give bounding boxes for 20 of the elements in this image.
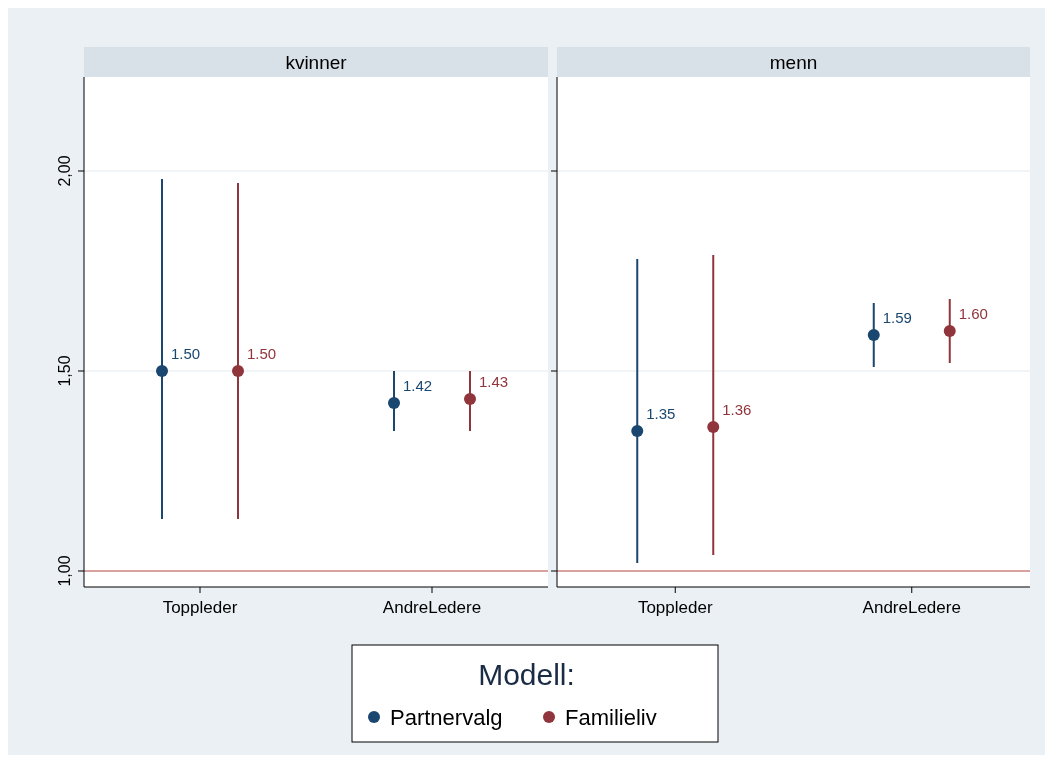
y-tick-label: 1,00	[56, 555, 73, 587]
y-tick-label: 2,00	[56, 155, 73, 187]
data-label: 1.50	[247, 345, 277, 362]
x-tick-label: AndreLedere	[862, 598, 961, 617]
chart-title: kvinner	[285, 52, 348, 73]
data-label: 1.50	[171, 345, 201, 362]
data-label: 1.42	[403, 377, 433, 394]
data-label: 1.59	[882, 309, 912, 326]
x-tick-label: Toppleder	[637, 598, 713, 617]
legend-label: Familieliv	[565, 705, 657, 730]
x-tick-label: Toppleder	[162, 598, 238, 617]
data-label: 1.36	[722, 401, 752, 418]
x-tick-label: AndreLedere	[382, 598, 482, 617]
y-tick-label: 1,50	[56, 355, 73, 387]
legend-title: Modell:	[478, 658, 575, 691]
data-label: 1.35	[646, 405, 676, 422]
chart-title: menn	[769, 52, 818, 73]
data-label: 1.43	[479, 373, 509, 390]
legend-label: Partnervalg	[390, 705, 503, 730]
data-label: 1.60	[958, 305, 988, 322]
